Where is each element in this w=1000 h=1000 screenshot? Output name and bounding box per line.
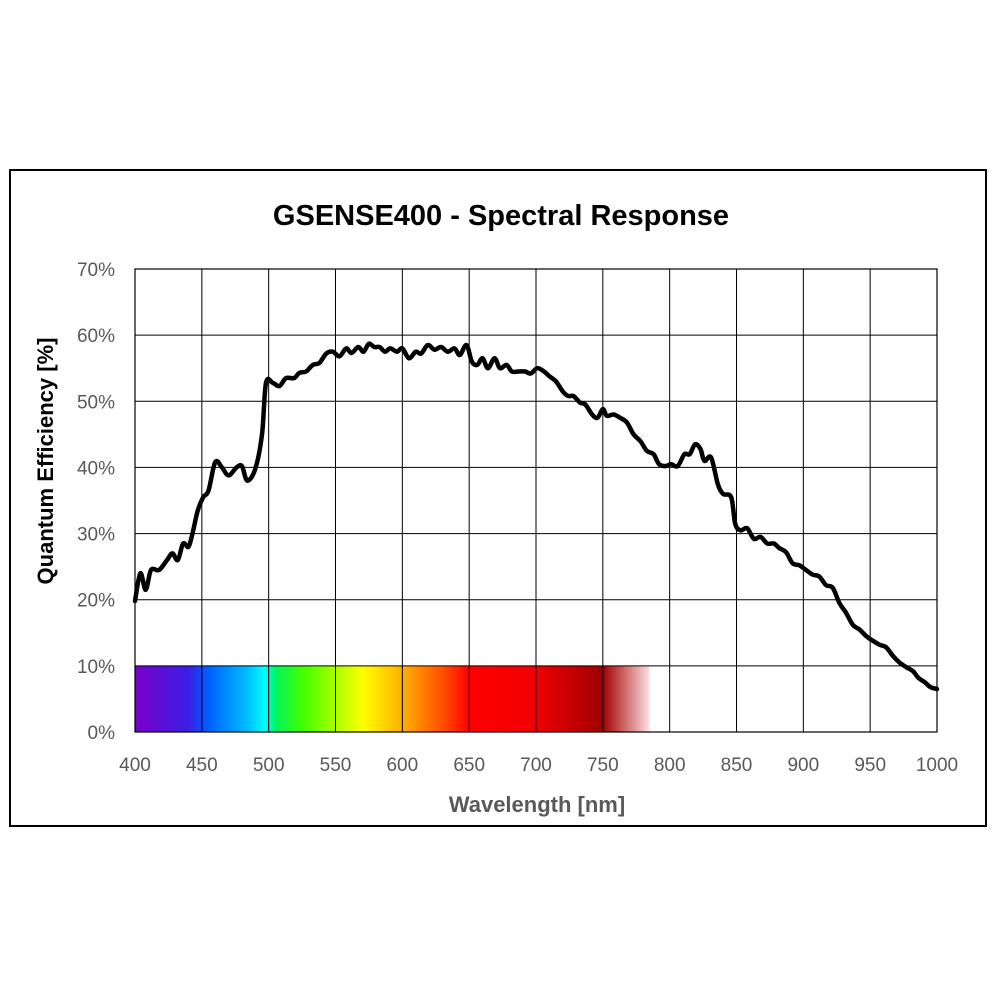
chart-frame: GSENSE400 - Spectral Response 400 450 500 5… [9, 169, 987, 827]
x-tick-label: 650 [453, 755, 485, 776]
spectrum-band [135, 665, 650, 732]
y-tick-label: 0% [88, 723, 116, 744]
x-tick-label: 900 [787, 755, 819, 776]
x-tick-label: 800 [654, 755, 686, 776]
x-axis-title: Wavelength [nm] [449, 792, 625, 817]
chart-title: GSENSE400 - Spectral Response [273, 200, 729, 232]
x-tick-label: 700 [520, 755, 552, 776]
y-tick-label: 50% [77, 392, 115, 413]
x-tick-label: 750 [587, 755, 619, 776]
y-tick-label: 20% [77, 591, 115, 612]
y-tick-label: 60% [77, 326, 115, 347]
x-axis-ticks: 400 450 500 550 600 650 700 750 800 850 900 950 1000 [119, 755, 958, 776]
y-tick-label: 30% [77, 525, 115, 546]
x-tick-label: 850 [721, 755, 753, 776]
grid-layer [134, 268, 938, 733]
y-tick-label: 40% [77, 458, 115, 479]
x-tick-label: 500 [253, 755, 285, 776]
chart: GSENSE400 - Spectral Response 400 450 500 5… [33, 200, 958, 817]
x-tick-label: 1000 [916, 755, 958, 776]
x-tick-label: 550 [320, 755, 352, 776]
x-tick-label: 400 [119, 755, 151, 776]
x-tick-label: 450 [186, 755, 218, 776]
y-axis-title: Quantum Efficiency [%] [33, 338, 58, 585]
spectrum-band-layer [135, 665, 650, 732]
y-tick-label: 10% [77, 657, 115, 678]
x-tick-label: 600 [386, 755, 418, 776]
qe-curve [132, 341, 940, 692]
plot-border [134, 268, 938, 733]
series-layer [132, 341, 940, 692]
plot-area [134, 268, 938, 733]
y-axis-ticks: 0% 10% 20% 30% 40% 50% 60% 70% [77, 260, 115, 744]
x-tick-label: 950 [854, 755, 886, 776]
y-tick-label: 70% [77, 260, 115, 281]
